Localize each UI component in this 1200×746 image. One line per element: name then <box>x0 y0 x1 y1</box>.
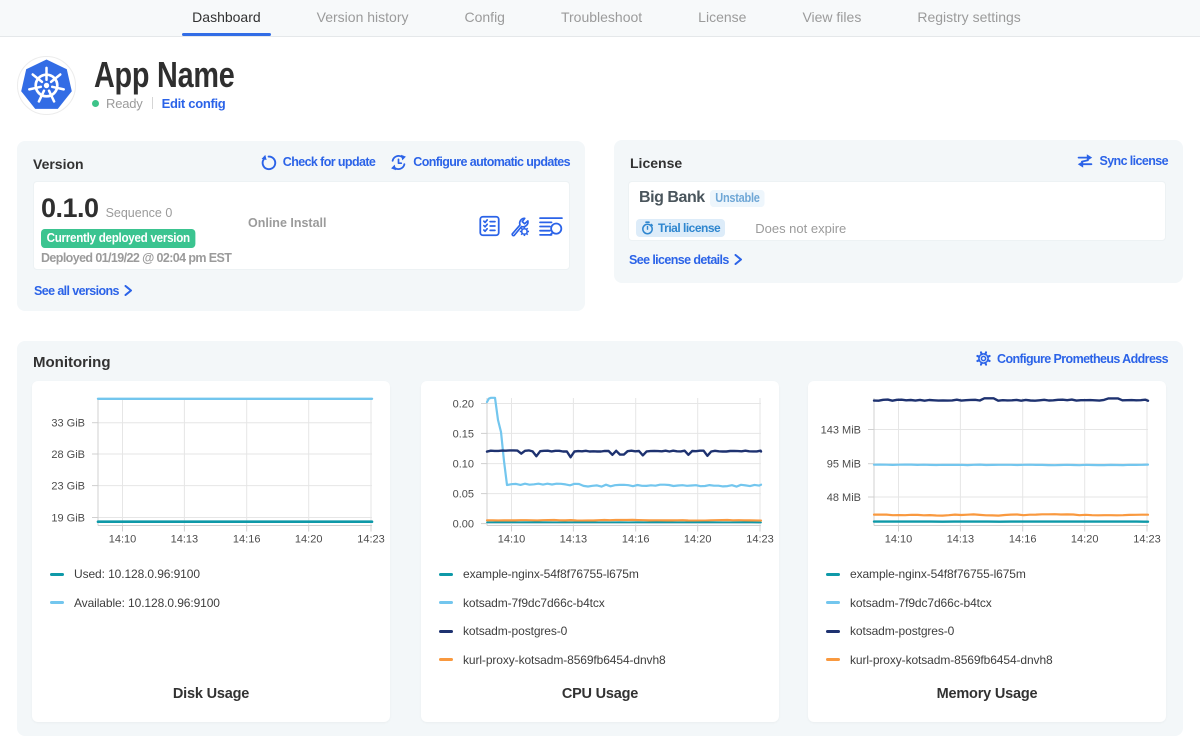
svg-text:33 GiB: 33 GiB <box>51 418 85 430</box>
svg-text:14:10: 14:10 <box>498 534 526 546</box>
svg-text:0.10: 0.10 <box>453 459 474 471</box>
svg-text:14:20: 14:20 <box>1071 534 1099 546</box>
svg-text:48 MiB: 48 MiB <box>827 492 861 504</box>
svg-text:28 GiB: 28 GiB <box>51 449 85 461</box>
svg-text:14:13: 14:13 <box>560 534 588 546</box>
svg-text:23 GiB: 23 GiB <box>51 481 85 493</box>
svg-text:14:16: 14:16 <box>233 534 261 546</box>
svg-text:19 GiB: 19 GiB <box>51 513 85 525</box>
svg-text:14:13: 14:13 <box>947 534 975 546</box>
svg-text:14:13: 14:13 <box>171 534 199 546</box>
svg-text:0.00: 0.00 <box>453 519 474 531</box>
svg-text:143 MiB: 143 MiB <box>821 425 861 437</box>
svg-text:14:10: 14:10 <box>885 534 913 546</box>
svg-text:14:20: 14:20 <box>684 534 712 546</box>
svg-text:0.05: 0.05 <box>453 489 474 501</box>
svg-text:0.15: 0.15 <box>453 428 474 440</box>
svg-text:14:23: 14:23 <box>746 534 774 546</box>
svg-text:14:20: 14:20 <box>295 534 323 546</box>
svg-text:14:23: 14:23 <box>357 534 385 546</box>
svg-text:95 MiB: 95 MiB <box>827 459 861 471</box>
svg-text:14:16: 14:16 <box>1009 534 1037 546</box>
svg-text:0.20: 0.20 <box>453 399 474 411</box>
svg-text:14:10: 14:10 <box>109 534 137 546</box>
svg-text:14:16: 14:16 <box>622 534 650 546</box>
svg-text:14:23: 14:23 <box>1133 534 1161 546</box>
